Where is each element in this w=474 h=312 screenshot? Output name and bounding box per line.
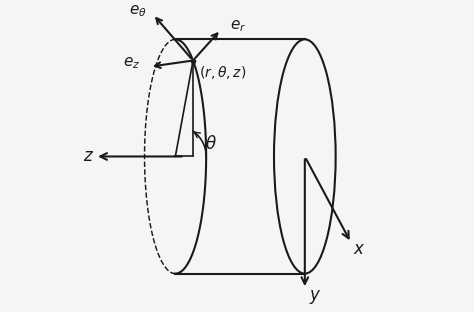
Text: z: z (83, 148, 92, 165)
Text: x: x (354, 240, 364, 258)
Text: $e_r$: $e_r$ (230, 19, 246, 34)
Text: y: y (309, 286, 319, 304)
Text: $e_\theta$: $e_\theta$ (129, 3, 147, 19)
Text: $\theta$: $\theta$ (205, 135, 217, 153)
Text: $(r, \theta, z)$: $(r, \theta, z)$ (199, 64, 246, 80)
Text: $e_z$: $e_z$ (123, 56, 141, 71)
